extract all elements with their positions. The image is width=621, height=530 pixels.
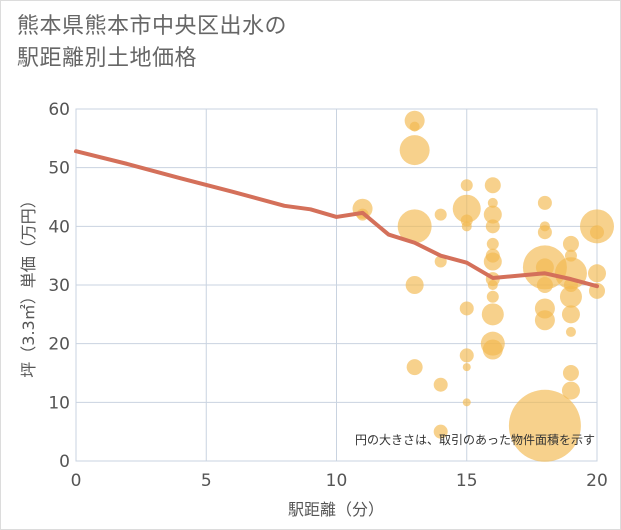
- data-bubble: [588, 264, 606, 283]
- data-bubble: [539, 221, 550, 232]
- data-bubble: [487, 197, 498, 208]
- trend-line: [74, 149, 599, 289]
- data-bubble: [481, 303, 504, 326]
- y-tick-label: 0: [59, 452, 70, 472]
- data-bubble: [534, 310, 555, 331]
- data-bubble: [397, 209, 432, 244]
- y-tick-label: 50: [48, 159, 70, 179]
- y-tick-label: 20: [48, 335, 70, 355]
- data-bubble: [452, 194, 481, 223]
- data-bubble: [459, 348, 474, 363]
- data-bubble: [485, 219, 500, 234]
- x-tick-label: 20: [586, 471, 608, 491]
- data-bubble: [483, 205, 502, 224]
- data-bubble: [406, 359, 423, 376]
- data-bubble: [564, 249, 577, 262]
- average-price-line: [74, 149, 599, 289]
- data-bubble: [487, 280, 498, 290]
- data-bubble: [399, 135, 430, 166]
- data-bubble: [562, 235, 579, 252]
- data-bubble: [486, 290, 499, 303]
- y-tick-label: 40: [48, 217, 70, 237]
- y-tick-label: 10: [48, 393, 70, 413]
- data-bubble: [482, 339, 503, 360]
- tick-labels: 0 5 10 15 20 0 10 20 30 40 50 60: [48, 100, 607, 491]
- size-annotation: 円の大きさは、取引のあった物件面積を示す: [355, 432, 595, 447]
- y-axis-label: 坪（3.3㎡）単価（万円）: [19, 192, 38, 377]
- x-tick-label: 5: [201, 471, 212, 491]
- data-bubble: [433, 377, 448, 392]
- data-bubble: [508, 389, 581, 462]
- data-bubble: [561, 381, 580, 400]
- data-bubble: [459, 301, 474, 316]
- data-bubble: [404, 110, 425, 131]
- data-bubble: [462, 363, 471, 372]
- data-bubble: [460, 179, 473, 192]
- data-bubble: [434, 208, 447, 221]
- data-bubble: [484, 177, 501, 194]
- x-tick-label: 10: [326, 471, 348, 491]
- data-bubble: [561, 305, 580, 324]
- data-bubble: [565, 326, 576, 337]
- data-bubble: [405, 276, 424, 294]
- chart-title-line-1: 熊本県熊本市中央区出水の: [17, 14, 288, 39]
- data-bubble: [409, 121, 420, 132]
- y-tick-label: 60: [48, 100, 70, 120]
- x-tick-label: 0: [71, 471, 82, 491]
- data-bubble: [562, 365, 579, 381]
- y-tick-label: 30: [48, 276, 70, 296]
- data-bubble: [485, 248, 500, 263]
- data-bubble: [536, 277, 553, 293]
- data-bubble: [537, 195, 552, 210]
- x-tick-label: 15: [456, 471, 478, 491]
- data-bubble: [433, 424, 448, 439]
- data-bubble: [590, 225, 604, 240]
- data-bubble: [462, 398, 471, 407]
- x-axis-label: 駅距離（分）: [288, 500, 384, 519]
- data-bubble: [461, 221, 472, 232]
- data-bubble: [559, 285, 582, 308]
- chart-title-line-2: 駅距離別土地価格: [17, 46, 198, 71]
- chart-title: 熊本県熊本市中央区出水の 駅距離別土地価格: [17, 11, 287, 75]
- data-bubble: [486, 237, 499, 250]
